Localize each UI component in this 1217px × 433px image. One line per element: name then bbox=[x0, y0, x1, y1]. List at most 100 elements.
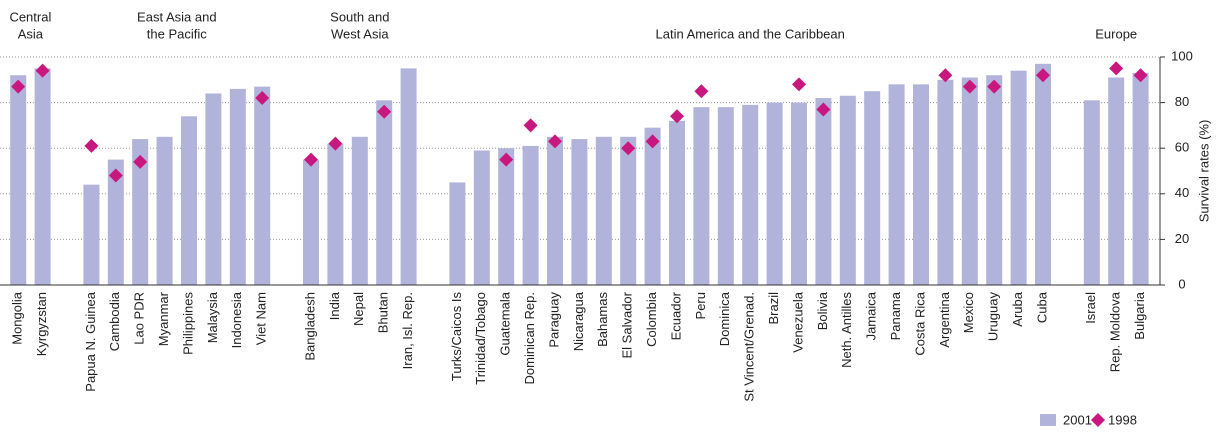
x-tick-label: Myanmar bbox=[156, 291, 171, 346]
x-tick-label: Aruba bbox=[1010, 291, 1025, 326]
bar bbox=[547, 136, 563, 285]
bar bbox=[839, 95, 856, 285]
x-tick-label: Lao PDR bbox=[132, 292, 147, 345]
y-tick-label: 60 bbox=[1175, 140, 1189, 155]
bar bbox=[888, 84, 905, 285]
diamond-marker bbox=[1109, 61, 1124, 76]
diamond-marker bbox=[792, 77, 806, 92]
x-tick-label: India bbox=[327, 291, 342, 320]
bar bbox=[83, 184, 100, 285]
x-tick-label: Panama bbox=[888, 291, 903, 340]
x-tick-label: Guatemala bbox=[498, 291, 513, 355]
x-tick-label: Uruguay bbox=[986, 292, 1001, 342]
x-tick-label: Brazil bbox=[766, 292, 781, 325]
diamond-marker bbox=[621, 141, 636, 156]
y-tick-label: 0 bbox=[1178, 276, 1185, 291]
x-tick-label: Mongolia bbox=[10, 291, 25, 345]
y-axis-label: Survival rates (%) bbox=[1196, 120, 1211, 223]
bar bbox=[498, 148, 515, 285]
bar bbox=[961, 77, 978, 286]
x-tick-label: Bangladesh bbox=[302, 292, 317, 361]
legend-swatch bbox=[1040, 414, 1056, 426]
bar bbox=[303, 159, 319, 285]
diamond-marker bbox=[1133, 68, 1148, 83]
legend-label: 2001 bbox=[1063, 412, 1092, 427]
x-tick-label: Bhutan bbox=[376, 292, 391, 333]
bar bbox=[34, 68, 51, 286]
x-tick-label: Bolivia bbox=[815, 291, 830, 330]
bar bbox=[400, 68, 417, 286]
group-label: Asia bbox=[18, 26, 44, 41]
x-tick-label: Colombia bbox=[644, 291, 659, 347]
diamond-marker bbox=[133, 154, 148, 169]
bar bbox=[205, 93, 222, 285]
bar bbox=[522, 145, 539, 285]
x-tick-label: Nicaragua bbox=[571, 291, 586, 351]
x-tick-label: Argentina bbox=[937, 291, 952, 347]
bar bbox=[571, 139, 588, 285]
diamond-marker bbox=[987, 79, 1002, 94]
x-tick-label: Bahamas bbox=[595, 292, 610, 347]
bar bbox=[595, 136, 612, 285]
diamond-marker bbox=[1036, 68, 1050, 83]
x-tick-label: Turks/Caicos Is bbox=[449, 292, 464, 382]
bar bbox=[1035, 63, 1051, 286]
diamond-marker bbox=[694, 84, 709, 99]
legend-swatch bbox=[1091, 413, 1105, 427]
group-label: Central bbox=[9, 9, 51, 24]
bar bbox=[449, 182, 466, 285]
diamond-marker bbox=[35, 63, 50, 78]
x-tick-label: Israel bbox=[1083, 292, 1098, 324]
bar bbox=[1083, 100, 1100, 285]
x-tick-label: Rep. Moldova bbox=[1108, 291, 1123, 372]
x-tick-label: Trinidad/Tobago bbox=[473, 292, 488, 385]
x-tick-label: Kyrgyzstan bbox=[34, 292, 49, 356]
bar bbox=[791, 102, 807, 285]
bar bbox=[864, 91, 881, 285]
bar bbox=[1108, 77, 1125, 286]
bar bbox=[742, 104, 759, 285]
legend-label: 1998 bbox=[1108, 412, 1137, 427]
bar bbox=[766, 102, 783, 285]
diamond-marker bbox=[938, 68, 953, 83]
bar bbox=[351, 136, 368, 285]
x-tick-label: Viet Nam bbox=[254, 292, 269, 345]
x-tick-label: Iran, Isl. Rep. bbox=[400, 292, 415, 369]
group-label: Latin America and the Caribbean bbox=[656, 26, 845, 41]
diamond-marker bbox=[499, 152, 514, 167]
bar bbox=[10, 75, 27, 286]
bar bbox=[620, 136, 637, 285]
y-tick-label: 20 bbox=[1175, 231, 1189, 246]
diamond-marker bbox=[962, 79, 977, 94]
x-tick-label: Philippines bbox=[180, 292, 195, 355]
x-tick-label: Neth. Antilles bbox=[839, 292, 854, 368]
diamond-marker bbox=[645, 134, 660, 149]
diamond-marker bbox=[108, 168, 123, 183]
diamond-marker bbox=[816, 102, 831, 117]
x-tick-label: Dominican Rep. bbox=[522, 292, 537, 385]
group-label: South and bbox=[330, 9, 389, 24]
bar bbox=[181, 116, 197, 285]
bar bbox=[913, 84, 929, 285]
group-label: Europe bbox=[1095, 26, 1137, 41]
bar bbox=[229, 88, 246, 285]
x-tick-label: Jamaica bbox=[864, 291, 879, 340]
diamond-marker bbox=[377, 104, 392, 119]
x-tick-label: Ecuador bbox=[668, 291, 683, 340]
x-tick-label: Papua N. Guinea bbox=[83, 291, 98, 392]
bar bbox=[717, 107, 734, 285]
y-tick-label: 40 bbox=[1175, 185, 1189, 200]
y-tick-label: 100 bbox=[1171, 48, 1193, 63]
bar bbox=[1010, 70, 1027, 286]
diamond-marker bbox=[84, 138, 99, 153]
bar bbox=[376, 100, 393, 285]
x-tick-label: Cambodia bbox=[107, 291, 122, 351]
x-tick-label: Indonesia bbox=[229, 291, 244, 348]
bar bbox=[815, 98, 832, 285]
bar bbox=[669, 120, 685, 285]
bar bbox=[693, 107, 710, 285]
bar bbox=[986, 75, 1003, 286]
diamond-marker bbox=[523, 118, 538, 133]
x-tick-label: Bulgaria bbox=[1132, 291, 1147, 339]
x-tick-label: Venezuela bbox=[790, 291, 805, 352]
